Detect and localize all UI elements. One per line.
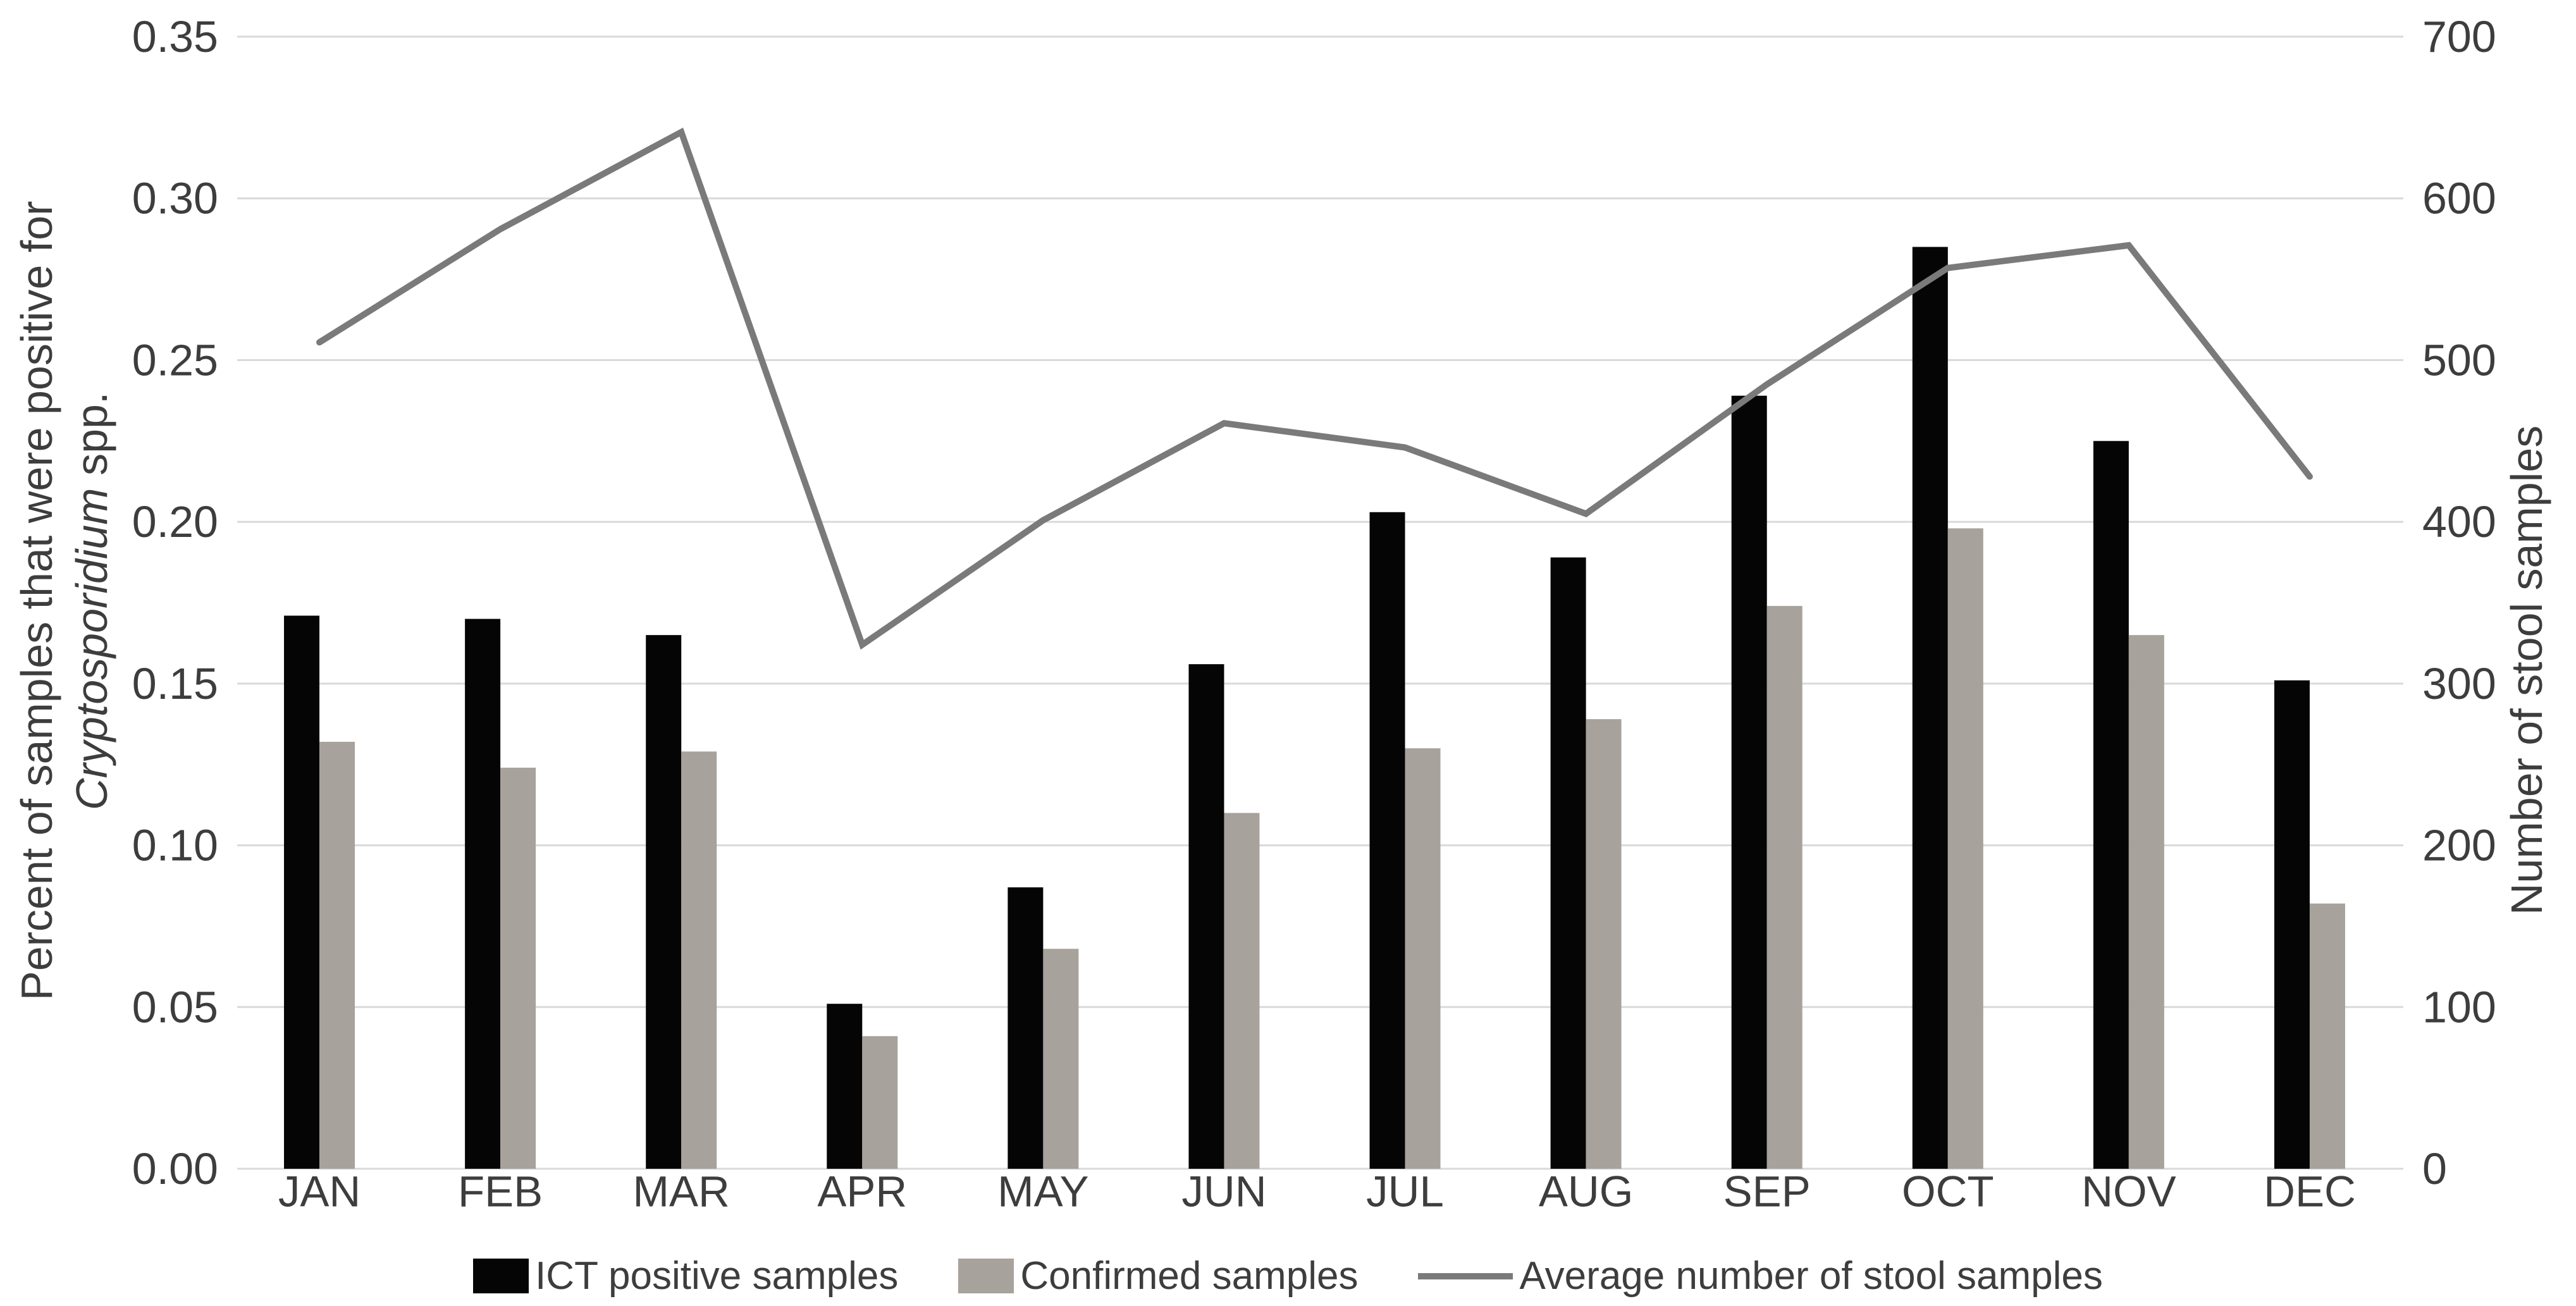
bar-ict-positive-oct [1912,247,1948,1169]
legend-swatch-ict-positive [473,1259,529,1293]
right-axis-title: Number of stool samples [2502,425,2551,916]
bar-confirmed-apr [862,1036,898,1169]
month-label: JAN [278,1167,361,1216]
legend-swatch-confirmed [958,1259,1014,1293]
month-label: MAR [633,1167,730,1216]
bar-confirmed-dec [2309,903,2345,1169]
legend-item-confirmed: Confirmed samples [958,1254,1358,1298]
legend-label-ict-positive: ICT positive samples [535,1254,899,1298]
bar-ict-positive-jun [1188,664,1224,1169]
left-axis-tick-label: 0.10 [132,821,218,870]
month-label: FEB [458,1167,543,1216]
chart-legend: ICT positive samples Confirmed samples A… [0,1254,2576,1298]
left-axis-tick-label: 0.30 [132,174,218,223]
bar-ict-positive-feb [465,619,501,1169]
stool-samples-line [316,127,2313,650]
bar-ict-positive-aug [1550,557,1586,1169]
month-label: JUL [1366,1167,1444,1216]
month-label: OCT [1902,1167,1994,1216]
month-label: SEP [1723,1167,1811,1216]
month-label: MAY [997,1167,1088,1216]
month-label: DEC [2264,1167,2356,1216]
bar-ict-positive-dec [2274,680,2310,1169]
bar-ict-positive-may [1008,887,1044,1169]
month-label: AUG [1539,1167,1634,1216]
bar-ict-positive-apr [827,1004,863,1169]
left-axis-tick-label: 0.00 [132,1144,218,1193]
bar-confirmed-may [1043,949,1079,1169]
left-axis-tick-label: 0.20 [132,497,218,546]
bar-confirmed-jul [1405,748,1441,1169]
right-axis-tick-label: 600 [2422,174,2496,223]
bar-confirmed-mar [681,751,717,1169]
right-axis-tick-label: 200 [2422,821,2496,870]
legend-item-ict-positive: ICT positive samples [473,1254,898,1298]
bar-ict-positive-sep [1731,395,1767,1169]
right-axis-tick-label: 300 [2422,659,2496,708]
right-axis-tick-label: 400 [2422,497,2496,546]
bar-confirmed-feb [500,767,536,1169]
month-label: APR [817,1167,907,1216]
left-axis-tick-label: 0.05 [132,982,218,1032]
month-label: NOV [2081,1167,2176,1216]
bar-ict-positive-nov [2093,441,2129,1169]
month-label: JUN [1181,1167,1266,1216]
right-axis-tick-label: 0 [2422,1144,2447,1193]
legend-item-average-line: Average number of stool samples [1418,1254,2103,1298]
bar-confirmed-oct [1947,528,1983,1169]
left-axis-tick-label: 0.35 [132,12,218,61]
left-axis-tick-label: 0.15 [132,659,218,708]
bar-ict-positive-jul [1369,512,1405,1169]
bar-confirmed-sep [1766,606,1803,1169]
bar-confirmed-jan [319,741,355,1169]
bar-confirmed-nov [2128,635,2164,1169]
right-axis-tick-label: 500 [2422,335,2496,385]
legend-label-confirmed: Confirmed samples [1020,1254,1359,1298]
bar-confirmed-aug [1586,719,1622,1169]
right-axis-tick-label: 100 [2422,982,2496,1032]
left-axis-tick-label: 0.25 [132,335,218,385]
right-axis-tick-label: 700 [2422,12,2496,61]
legend-label-average-line: Average number of stool samples [1519,1254,2103,1298]
bar-ict-positive-mar [646,635,682,1169]
bar-ict-positive-jan [284,615,320,1169]
bar-confirmed-jun [1224,813,1260,1169]
legend-swatch-average-line [1418,1272,1513,1279]
